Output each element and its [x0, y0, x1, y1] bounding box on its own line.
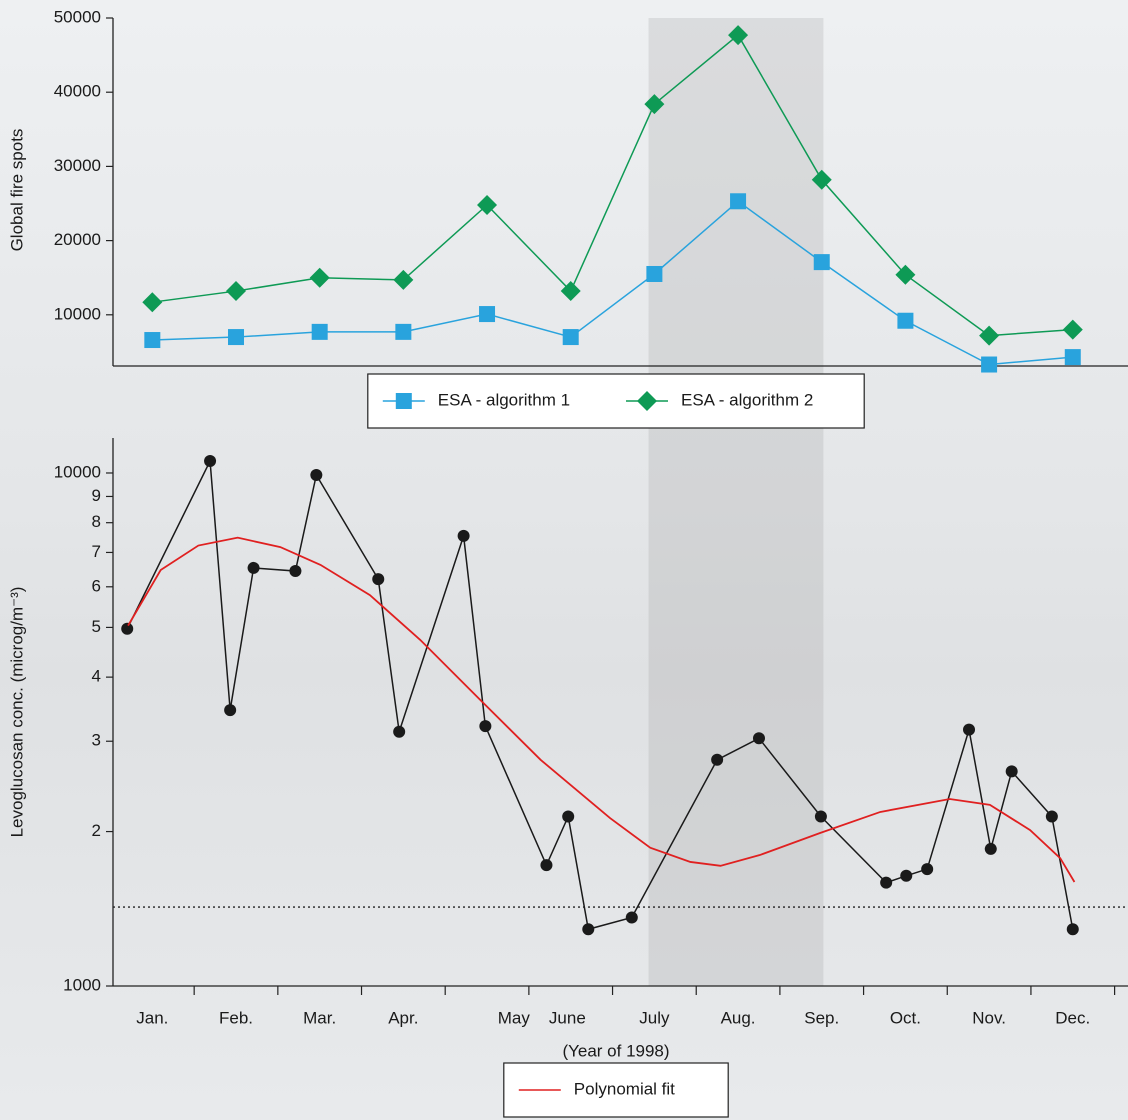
- marker: [1066, 923, 1079, 936]
- y-tick-label: 8: [92, 512, 101, 531]
- x-axis-title: (Year of 1998): [562, 1041, 669, 1060]
- y-tick-label: 5: [92, 617, 101, 636]
- marker: [311, 323, 328, 340]
- marker: [981, 356, 998, 373]
- y-tick-label: 4: [92, 667, 101, 686]
- x-tick-label: July: [639, 1008, 670, 1027]
- marker: [880, 876, 893, 889]
- x-tick-label: May: [498, 1008, 531, 1027]
- marker: [310, 468, 323, 481]
- marker: [900, 869, 913, 882]
- marker: [289, 565, 302, 578]
- y-tick-label: 3: [92, 731, 101, 750]
- highlight-band: [648, 18, 824, 986]
- marker: [811, 169, 832, 190]
- marker: [562, 810, 575, 823]
- marker: [625, 911, 638, 924]
- marker: [1062, 319, 1083, 340]
- y-tick-label: 40000: [54, 82, 101, 101]
- x-tick-label: Jan.: [136, 1008, 168, 1027]
- marker: [752, 732, 765, 745]
- x-tick-label: Mar.: [303, 1008, 336, 1027]
- marker: [142, 292, 163, 313]
- legend-marker: [637, 391, 657, 411]
- marker: [144, 332, 161, 349]
- marker: [393, 269, 414, 290]
- marker: [730, 193, 747, 210]
- legend-marker: [395, 393, 412, 409]
- marker: [984, 842, 997, 855]
- marker: [728, 25, 749, 46]
- marker: [963, 723, 976, 736]
- y-tick-label: 1000: [63, 975, 101, 994]
- legend-label: ESA - algorithm 2: [681, 390, 813, 409]
- marker: [479, 720, 492, 733]
- y-tick-label: 6: [92, 576, 101, 595]
- marker: [395, 323, 412, 340]
- y-axis-title: Global fire spots: [7, 129, 26, 252]
- marker: [921, 863, 934, 876]
- y-tick-label: 2: [92, 821, 101, 840]
- series-line: [126, 458, 1074, 931]
- x-tick-label: June: [549, 1008, 586, 1027]
- y-tick-label: 7: [92, 542, 101, 561]
- x-tick-label: Feb.: [219, 1008, 253, 1027]
- marker: [226, 281, 247, 302]
- y-tick-label: 20000: [54, 230, 101, 249]
- marker: [1064, 349, 1081, 366]
- x-tick-label: Nov.: [972, 1008, 1006, 1027]
- legend-label: Polynomial fit: [574, 1079, 675, 1098]
- marker: [814, 810, 827, 823]
- series-line: [152, 33, 1073, 337]
- marker: [582, 923, 595, 936]
- marker: [895, 264, 916, 285]
- marker: [477, 194, 498, 215]
- marker: [979, 325, 1000, 346]
- marker: [562, 329, 579, 346]
- marker: [646, 265, 663, 282]
- marker: [372, 573, 385, 586]
- marker: [897, 312, 914, 329]
- x-tick-label: Dec.: [1055, 1008, 1090, 1027]
- marker: [560, 281, 581, 302]
- y-tick-label: 50000: [54, 7, 101, 26]
- marker: [309, 267, 330, 288]
- y-tick-label: 9: [92, 486, 101, 505]
- y-tick-label: 10000: [54, 304, 101, 323]
- marker: [224, 704, 237, 717]
- series-line: [127, 536, 1076, 883]
- marker: [228, 329, 245, 346]
- marker: [247, 561, 260, 574]
- x-tick-label: Apr.: [388, 1008, 418, 1027]
- marker: [457, 529, 470, 542]
- x-tick-label: Oct.: [890, 1008, 921, 1027]
- marker: [204, 455, 217, 468]
- x-tick-label: Sep.: [804, 1008, 839, 1027]
- marker: [1005, 765, 1018, 778]
- marker: [540, 859, 553, 872]
- legend-label: ESA - algorithm 1: [438, 390, 570, 409]
- marker: [644, 94, 665, 115]
- y-axis-title: Levoglucosan conc. (microg/m⁻³): [7, 587, 26, 838]
- marker: [1045, 810, 1058, 823]
- marker: [479, 306, 496, 323]
- marker: [121, 622, 134, 635]
- y-tick-label: 10000: [54, 462, 101, 481]
- series-line: [152, 200, 1073, 366]
- marker: [393, 725, 406, 738]
- marker: [711, 753, 724, 766]
- y-tick-label: 30000: [54, 156, 101, 175]
- legend-box: [367, 373, 865, 429]
- x-tick-label: Aug.: [721, 1008, 756, 1027]
- marker: [813, 254, 830, 271]
